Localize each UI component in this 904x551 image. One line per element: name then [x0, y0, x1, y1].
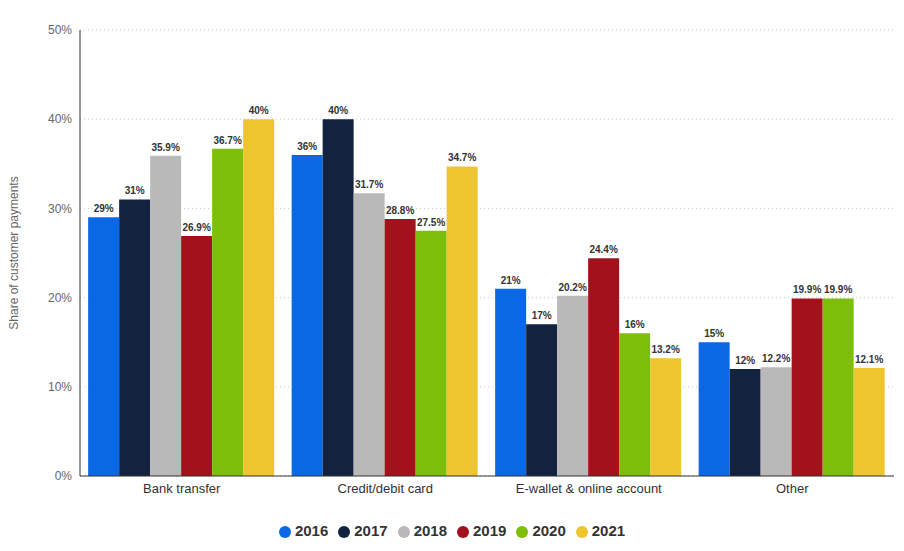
- svg-text:50%: 50%: [48, 23, 72, 37]
- svg-text:31.7%: 31.7%: [355, 179, 383, 190]
- html-text:2019: 2019: [473, 522, 507, 539]
- svg-text:30%: 30%: [48, 202, 72, 216]
- html-text:2017: 2017: [354, 522, 388, 539]
- svg-text:36%: 36%: [297, 141, 317, 152]
- svg-text:40%: 40%: [48, 112, 72, 126]
- svg-text:40%: 40%: [249, 105, 269, 116]
- svg-text:26.9%: 26.9%: [182, 222, 210, 233]
- svg-text:Credit/debit card: Credit/debit card: [338, 481, 433, 496]
- svg-text:16%: 16%: [625, 319, 645, 330]
- svg-text:Share of customer payments: Share of customer payments: [8, 176, 21, 329]
- svg-text:34.7%: 34.7%: [448, 152, 476, 163]
- svg-text:20%: 20%: [48, 291, 72, 305]
- html-text:2016: 2016: [294, 522, 329, 539]
- html-text:2020: 2020: [532, 522, 566, 539]
- svg-text:0%: 0%: [55, 469, 73, 483]
- svg-text:10%: 10%: [48, 380, 72, 394]
- svg-text:12.1%: 12.1%: [855, 354, 883, 365]
- svg-text:40%: 40%: [328, 105, 348, 116]
- svg-text:27.5%: 27.5%: [417, 217, 445, 228]
- svg-text:35.9%: 35.9%: [151, 142, 179, 153]
- svg-text:36.7%: 36.7%: [213, 135, 241, 146]
- svg-text:28.8%: 28.8%: [386, 205, 414, 216]
- svg-text:21%: 21%: [501, 275, 521, 286]
- svg-text:Other: Other: [776, 481, 809, 496]
- svg-text:20.2%: 20.2%: [558, 282, 586, 293]
- svg-text:15%: 15%: [704, 328, 724, 339]
- svg-text:13.2%: 13.2%: [651, 344, 679, 355]
- svg-text:24.4%: 24.4%: [589, 244, 617, 255]
- svg-text:17%: 17%: [532, 310, 552, 321]
- svg-text:12.2%: 12.2%: [762, 353, 790, 364]
- svg-text:31%: 31%: [125, 185, 145, 196]
- svg-text:12%: 12%: [735, 355, 755, 366]
- svg-text:19.9%: 19.9%: [824, 284, 852, 295]
- svg-text:19.9%: 19.9%: [793, 284, 821, 295]
- svg-text:29%: 29%: [94, 203, 114, 214]
- html-text:2021: 2021: [591, 522, 626, 539]
- html-text:2018: 2018: [413, 522, 447, 539]
- svg-text:Bank transfer: Bank transfer: [143, 481, 221, 496]
- svg-text:E-wallet & online account: E-wallet & online account: [516, 481, 662, 496]
